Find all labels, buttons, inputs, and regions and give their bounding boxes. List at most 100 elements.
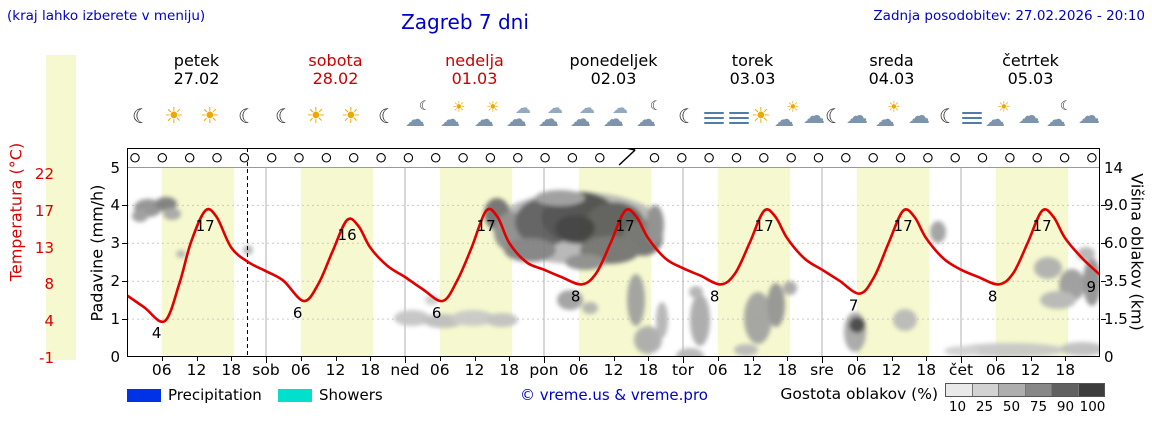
cloud-blob [555,215,595,241]
day-name: sreda [869,51,914,70]
weather-icon-clouds-icon: ☁ ☁ [570,100,600,136]
fog-line-icon [704,117,724,119]
cloud-glyph-icon: ☁ [1018,104,1040,129]
x-axis-tick [544,357,545,363]
temp-value-label: 17 [196,217,215,235]
temp-value-label: 17 [1033,217,1052,235]
weather-icon-sun-icon: ☀ [196,100,226,136]
x-axis-tick [474,357,476,361]
x-hour-tick-label: 18 [221,361,242,379]
day-name: četrtek [1002,51,1059,70]
cloud-blob [582,302,598,314]
temp-tick-label: 17 [34,201,54,220]
temp-tick-label: 4 [44,312,54,331]
cloud-glyph-icon: ☁ [579,98,595,117]
calm-wind-icon [540,153,550,163]
showers-legend-label: Showers [319,386,383,404]
weather-icon-sun-cloud-icon: ☀ ☁ [875,100,905,136]
x-axis-tick [1065,357,1067,361]
cloud-glyph-icon: ☁ [636,107,656,131]
weather-icon-moon-cloud-icon: ☾ ☁ [636,100,666,136]
precipitation-legend-swatch [127,389,161,402]
x-day-abbr-label: tor [672,361,694,379]
moon-glyph-icon: ☾ [275,104,293,128]
x-hour-tick-label: 06 [429,361,450,379]
weather-icon-sun-icon: ☀ [747,100,777,136]
calm-wind-icon [485,153,496,163]
fog-line-icon [704,112,724,114]
y-axis-tick [1101,205,1106,207]
cloud-blob [930,221,946,243]
fog-line-icon [962,122,982,124]
sun-glyph-icon: ☀ [786,98,800,116]
temp-value-label: 4 [152,324,162,342]
calm-wind-icon [376,153,386,163]
cloud-density-scale-segment [1024,384,1051,396]
cloud-density-scale-label: 50 [1002,399,1021,415]
calm-wind-icon [923,153,933,163]
cloud-glyph-icon: ☁ [908,104,930,129]
showers-legend-swatch [278,389,312,402]
calm-wind-icon [841,153,851,163]
temp-value-label: 6 [432,304,442,322]
calm-wind-icon [1032,153,1042,163]
cloud-tick-label: 3.5 [1104,272,1128,291]
cloud-density-scale-segment [998,384,1025,396]
moon-glyph-icon: ☾ [939,104,957,128]
sun-glyph-icon: ☀ [452,98,466,116]
cloud-blob [944,346,980,356]
calm-wind-icon [348,153,359,163]
cloud-glyph-icon: ☁ [1078,104,1100,129]
weather-icon-fog-icon [699,100,729,136]
copyright-link[interactable]: © vreme.us & vreme.pro [520,386,708,404]
sun-glyph-icon: ☀ [751,104,771,129]
moon-glyph-icon: ☾ [825,104,843,128]
cloud-glyph-icon: ☁ [570,107,591,131]
x-axis-tick [995,357,997,361]
x-hour-tick-label: 18 [916,361,937,379]
day-headers-row: petek 27.02 sobota 28.02 nedelja 01.03 ponedel… [127,52,1100,88]
calm-wind-icon [239,153,250,163]
daylight-band [161,167,235,357]
x-hour-tick-label: 06 [846,361,867,379]
cloud-density-scale-segment [1051,384,1078,396]
daylight-band [439,167,513,357]
temp-tick-label: -1 [39,349,54,367]
x-hour-tick-label: 18 [1055,361,1076,379]
y-axis-tick [122,205,127,207]
temp-value-label: 8 [571,287,581,305]
cloud-glyph-icon: ☁ [803,104,825,129]
cloud-blob [1060,342,1104,356]
x-axis-tick [926,357,928,361]
x-hour-tick-label: 12 [1020,361,1041,379]
cloud-blob [1040,291,1076,309]
calm-wind-icon [567,153,578,163]
fog-line-icon [704,122,724,124]
calm-wind-icon [704,153,714,163]
sun-glyph-icon: ☀ [341,104,361,129]
x-axis-tick [856,357,858,361]
fog-line-icon [962,112,982,114]
x-hour-tick-label: 12 [186,361,207,379]
moon-glyph-icon: ☾ [238,104,256,128]
weather-icon-sun-cloud-icon: ☀ ☁ [774,100,804,136]
cloud-blob [955,343,1065,357]
cloud-glyph-icon: ☁ [474,107,494,131]
weather-icon-cloud-icon: ☁ [800,100,830,136]
cloud-blob [451,310,495,326]
calm-wind-icon [403,153,414,163]
cloud-blob [744,292,772,344]
menu-hint-text: (kraj lahko izberete v meniju) [7,8,206,24]
cloud-blob [767,283,785,327]
x-hour-tick-label: 18 [360,361,381,379]
x-hour-tick-label: 06 [707,361,728,379]
weather-icon-sun-cloud-icon: ☀ ☁ [440,100,470,136]
fog-line-icon [729,117,749,119]
cloud-blob [783,281,797,295]
day-header-nedelja: nedelja 01.03 [405,52,544,88]
moon-glyph-icon: ☾ [378,104,396,128]
cloud-tick-label: 0 [1104,348,1114,366]
calm-wind-icon [950,153,960,163]
y-axis-tick [1101,319,1106,321]
